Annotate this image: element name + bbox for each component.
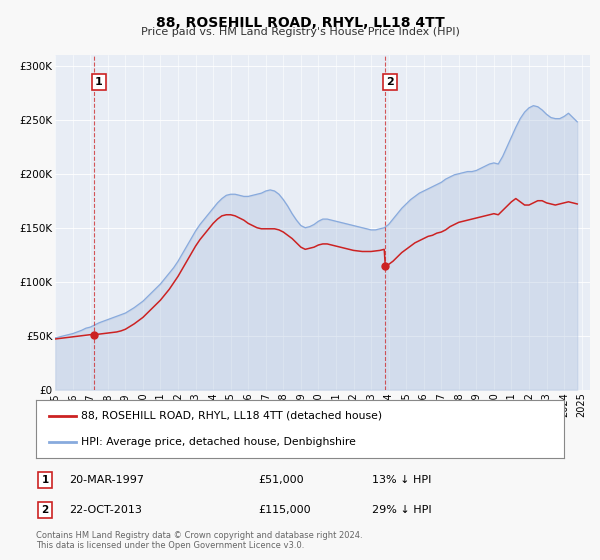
Text: £115,000: £115,000 [258,505,311,515]
Text: This data is licensed under the Open Government Licence v3.0.: This data is licensed under the Open Gov… [36,541,304,550]
Text: 13% ↓ HPI: 13% ↓ HPI [372,475,431,485]
Text: 1: 1 [41,475,49,485]
Text: Price paid vs. HM Land Registry's House Price Index (HPI): Price paid vs. HM Land Registry's House … [140,27,460,37]
Text: 22-OCT-2013: 22-OCT-2013 [69,505,142,515]
Text: HPI: Average price, detached house, Denbighshire: HPI: Average price, detached house, Denb… [81,437,356,447]
Text: 2: 2 [41,505,49,515]
Text: 88, ROSEHILL ROAD, RHYL, LL18 4TT: 88, ROSEHILL ROAD, RHYL, LL18 4TT [155,16,445,30]
Text: 1: 1 [95,77,103,87]
Text: £51,000: £51,000 [258,475,304,485]
Text: 88, ROSEHILL ROAD, RHYL, LL18 4TT (detached house): 88, ROSEHILL ROAD, RHYL, LL18 4TT (detac… [81,410,382,421]
Text: 29% ↓ HPI: 29% ↓ HPI [372,505,431,515]
Text: 2: 2 [386,77,394,87]
Text: Contains HM Land Registry data © Crown copyright and database right 2024.: Contains HM Land Registry data © Crown c… [36,531,362,540]
Text: 20-MAR-1997: 20-MAR-1997 [69,475,144,485]
